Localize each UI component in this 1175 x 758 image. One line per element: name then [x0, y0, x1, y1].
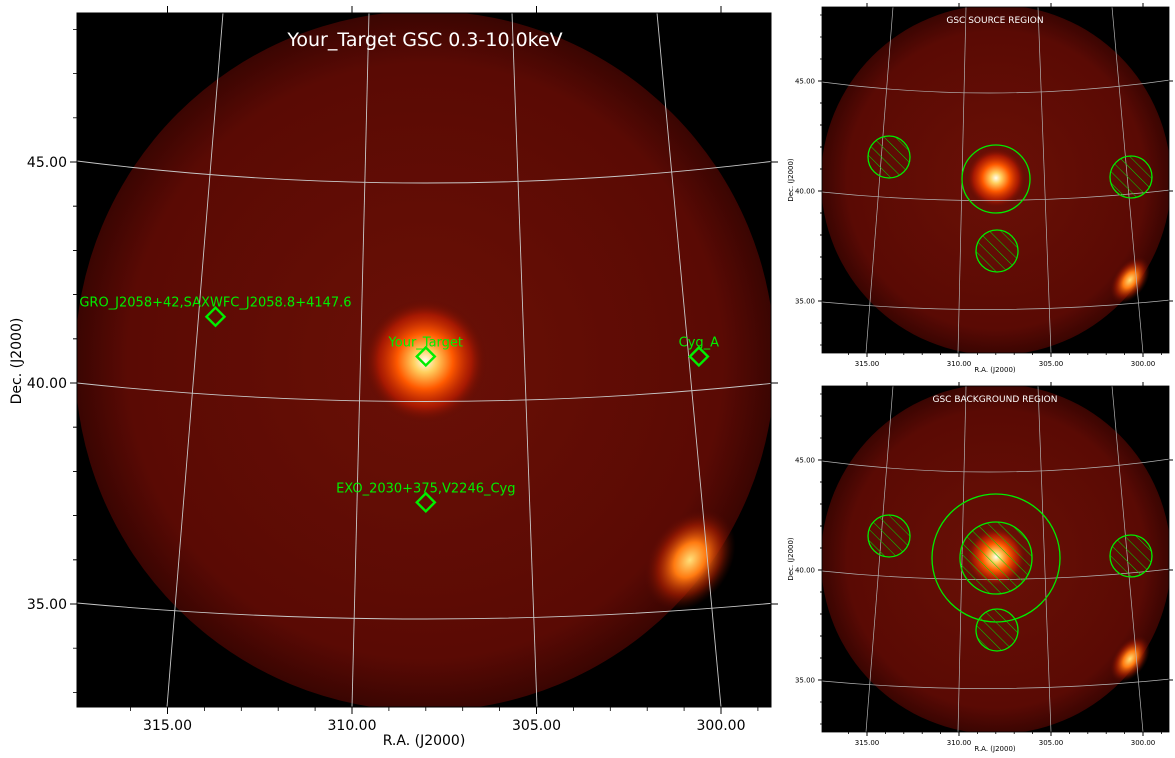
- exclude-circle: [975, 608, 1019, 652]
- background-region-panel: GSC BACKGROUND REGION 315.00 310.00 305.00…: [787, 382, 1173, 753]
- source-circle: [961, 144, 1031, 214]
- main-x-axis-label: R.A. (J2000): [383, 733, 466, 749]
- source-grid: [822, 7, 1169, 353]
- background-y-tick-label: 35.00: [795, 676, 815, 684]
- main-x-tick-label: 315.00: [143, 718, 192, 734]
- background-regions: [867, 493, 1153, 652]
- main-y-tick-label: 35.00: [27, 597, 67, 613]
- background-x-tick-label: 305.00: [1039, 739, 1064, 747]
- source-target-glow: [966, 148, 1026, 208]
- source-x-axis-label: R.A. (J2000): [974, 366, 1016, 374]
- source-label: Cyg_A: [679, 335, 720, 350]
- source-axes: 315.00 310.00 305.00 300.00 45.00 40.00 35.00: [795, 3, 1173, 368]
- background-x-axis-label: R.A. (J2000): [974, 745, 1016, 753]
- exclude-circle: [867, 135, 911, 179]
- source-x-tick-label: 310.00: [947, 360, 972, 368]
- exclude-circle: [975, 229, 1019, 273]
- source-x-tick-label: 315.00: [855, 360, 880, 368]
- source-label: EXO_2030+375,V2246_Cyg: [336, 481, 515, 496]
- source-y-tick-label: 35.00: [795, 297, 815, 305]
- background-grid: [822, 386, 1169, 732]
- source-panel-title: GSC SOURCE REGION: [946, 16, 1043, 26]
- main-target-glow: [363, 299, 487, 423]
- source-y-axis-label: Dec. (J2000): [787, 158, 795, 202]
- source-label: Your_Target: [388, 335, 463, 350]
- source-marker: [415, 491, 437, 514]
- background-x-tick-label: 310.00: [947, 739, 972, 747]
- main-edge-glow: [644, 509, 736, 611]
- source-y-tick-label: 45.00: [795, 77, 815, 85]
- background-y-tick-label: 40.00: [795, 566, 815, 574]
- background-panel-title: GSC BACKGROUND REGION: [933, 395, 1058, 405]
- background-edge-glow: [1110, 635, 1150, 683]
- main-y-tick-label: 45.00: [27, 155, 67, 171]
- source-marker: [204, 306, 227, 328]
- main-x-tick-label: 300.00: [697, 718, 746, 734]
- source-label: GRO_J2058+42,SAXWFC_J2058.8+4147.6: [79, 296, 351, 311]
- main-x-tick-label: 305.00: [512, 718, 561, 734]
- main-frame: [76, 12, 772, 708]
- source-edge-glow: [1110, 256, 1150, 304]
- source-regions: [867, 135, 1153, 273]
- source-marker: [688, 345, 710, 368]
- source-x-tick-label: 305.00: [1039, 360, 1064, 368]
- main-x-tick-label: 310.00: [328, 718, 377, 734]
- exclude-circle: [867, 514, 911, 558]
- main-title: Your_Target GSC 0.3-10.0keV: [286, 29, 562, 51]
- main-panel: Your_Target GSC 0.3-10.0keV GRO_J2058+42…: [9, 6, 778, 749]
- main-y-axis-label: Dec. (J2000): [9, 318, 25, 405]
- source-region-panel: GSC SOURCE REGION 315.00 310.00 305.00 300.…: [787, 3, 1173, 374]
- background-x-tick-label: 315.00: [855, 739, 880, 747]
- background-y-tick-label: 45.00: [795, 456, 815, 464]
- exclude-circle: [1109, 534, 1153, 578]
- main-axes: 315.00 310.00 305.00 300.00 45.00 40.00 35.00: [27, 6, 778, 734]
- background-annulus-inner: [959, 521, 1033, 595]
- main-grid: [77, 13, 771, 707]
- source-marker: [415, 345, 437, 368]
- source-y-tick-label: 40.00: [795, 187, 815, 195]
- background-x-tick-label: 300.00: [1131, 739, 1156, 747]
- source-x-tick-label: 300.00: [1131, 360, 1156, 368]
- background-y-axis-label: Dec. (J2000): [787, 537, 795, 581]
- main-source-markers: GRO_J2058+42,SAXWFC_J2058.8+4147.6 Your_T…: [79, 296, 720, 514]
- background-axes: 315.00 310.00 305.00 300.00 45.00 40.00 35.00: [795, 382, 1173, 747]
- main-y-tick-label: 40.00: [27, 376, 67, 392]
- exclude-circle: [1109, 155, 1153, 199]
